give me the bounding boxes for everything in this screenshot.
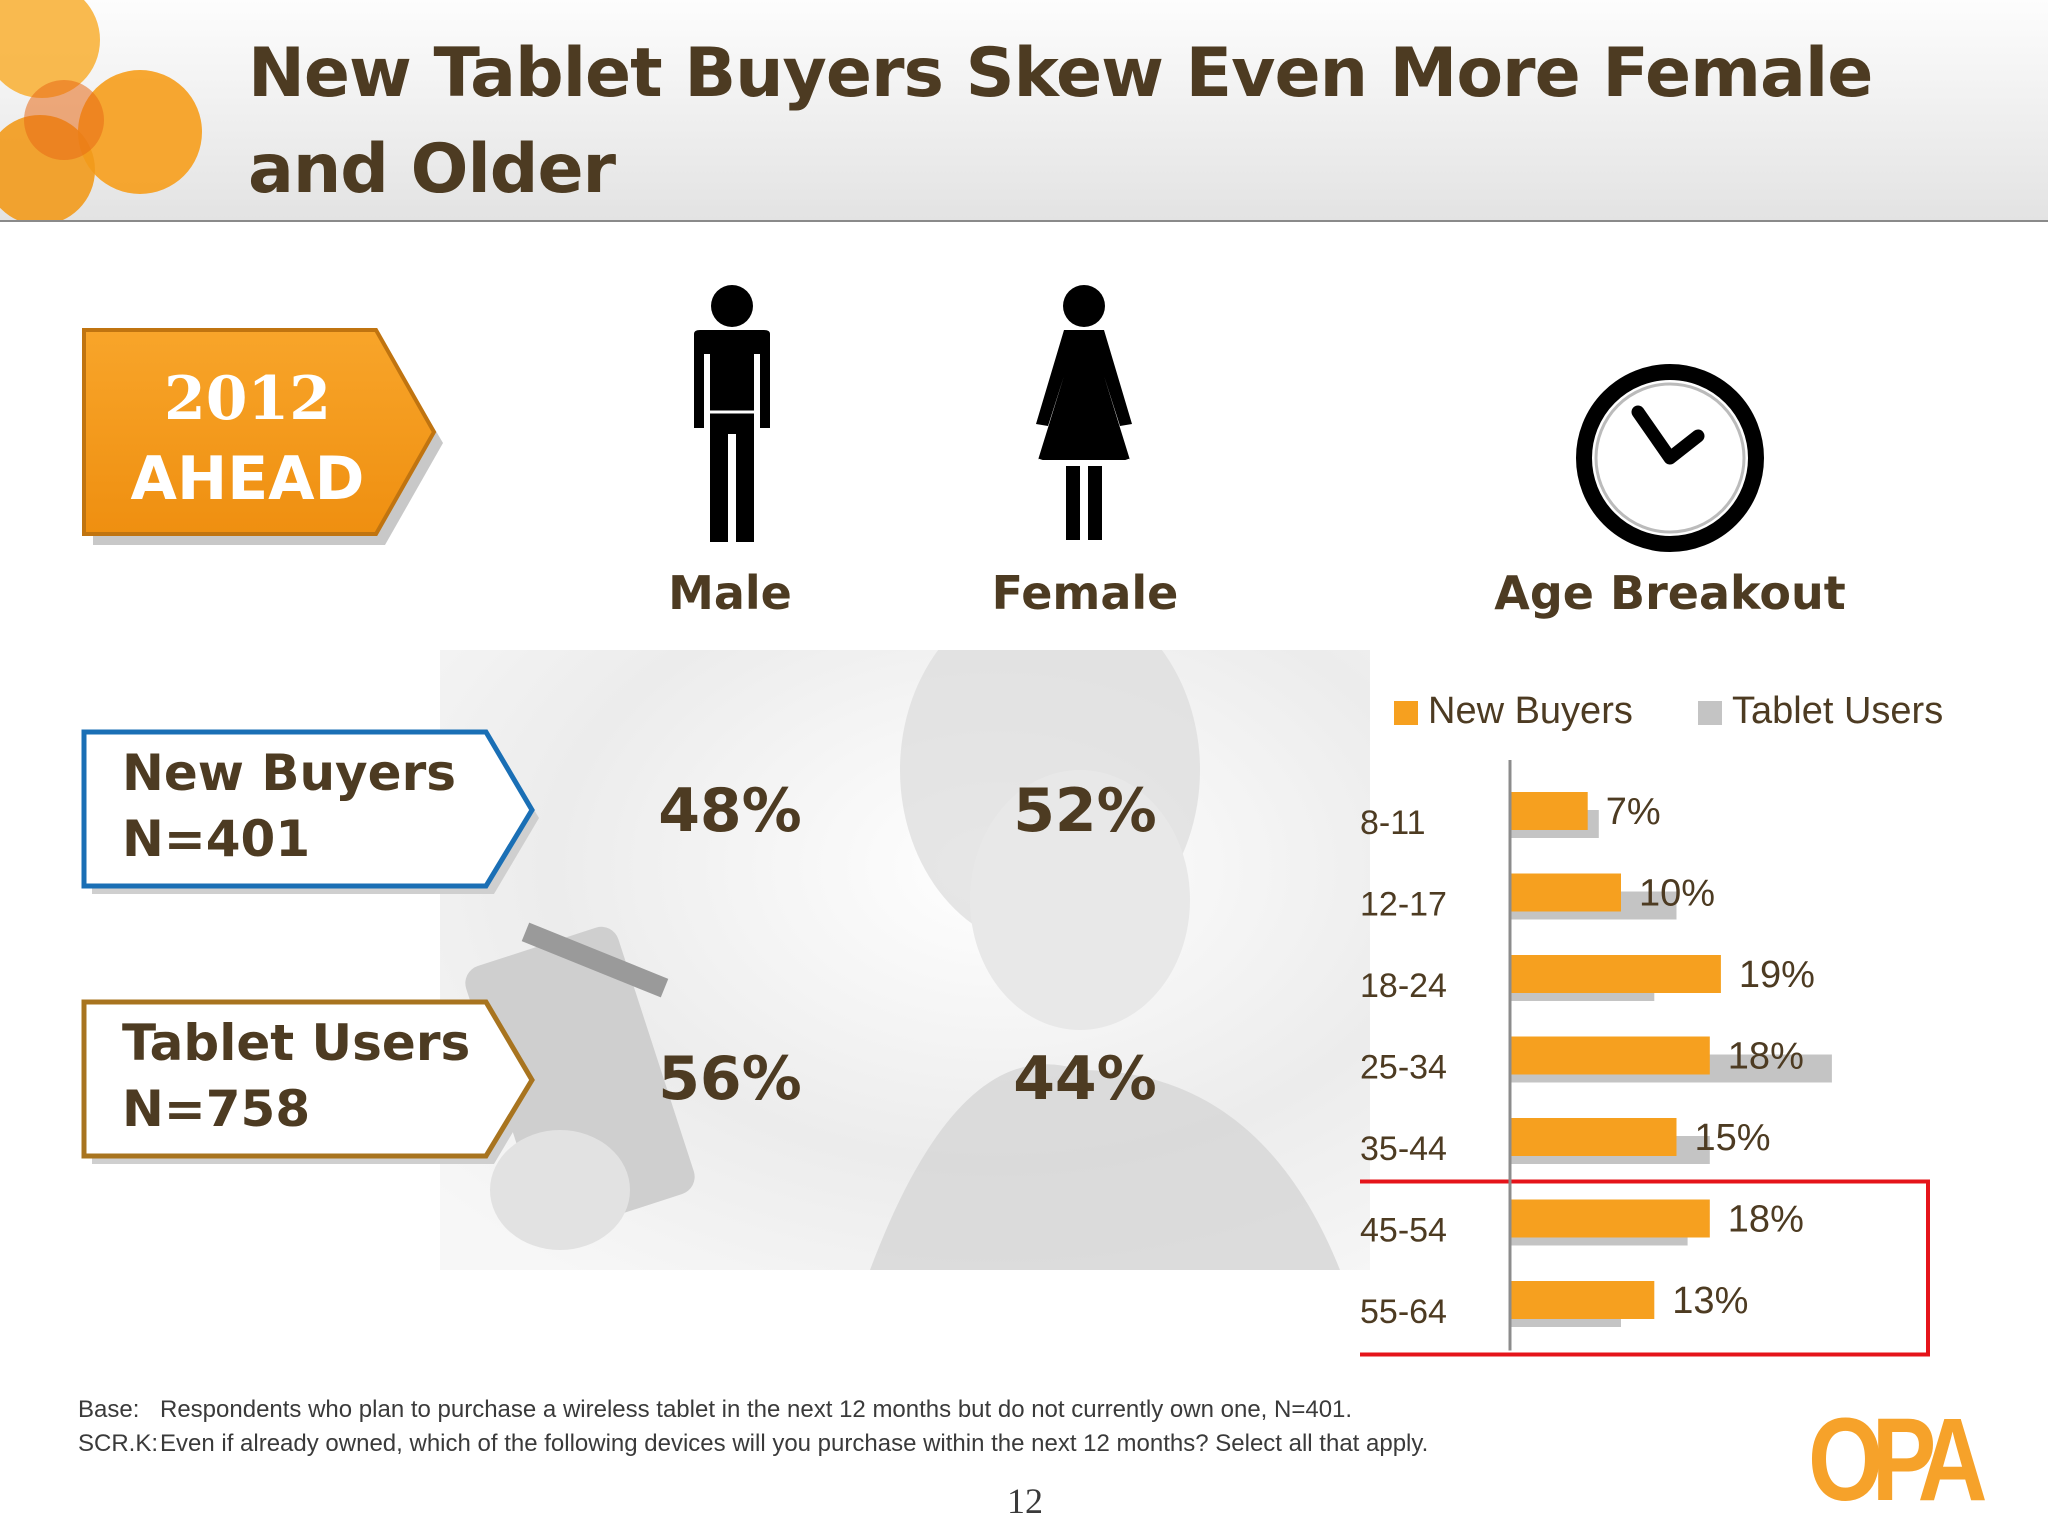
age-label-45-54: 45-54 [1360,1212,1447,1250]
age-label-55-64: 55-64 [1360,1293,1447,1331]
tablet-users-tag: Tablet Users N=758 [80,998,540,1170]
header-bar: New Tablet Buyers Skew Even More Female … [0,0,2048,222]
bar-new-buyers-55-64 [1510,1281,1655,1319]
new-buyers-tag: New Buyers N=401 [80,728,540,900]
value-label-new-buyers-18-24: 19% [1739,954,1815,996]
value-label-new-buyers-45-54: 18% [1728,1199,1804,1241]
new-buyers-name: New Buyers [122,744,456,802]
age-label-8-11: 8-11 [1360,804,1426,842]
footnote-base-key: Base: [78,1396,140,1423]
highlight-box [1360,1179,1930,1357]
age-label-18-24: 18-24 [1360,967,1447,1005]
legend-new-buyers-label: New Buyers [1428,690,1633,732]
bar-new-buyers-35-44 [1510,1118,1677,1156]
footnote-question-key: SCR.K: [78,1430,159,1457]
bar-new-buyers-8-11 [1510,792,1588,830]
footnote-question: SCR.K:Even if already owned, which of th… [78,1430,1428,1458]
opa-logo: OPA [1808,1394,1988,1526]
age-label-25-34: 25-34 [1360,1049,1447,1087]
tablet-users-name: Tablet Users [122,1014,471,1072]
legend-swatch-gray [1698,700,1722,725]
male-figure-icon [694,285,770,542]
page-number: 12 [1007,1481,1043,1521]
age-label-12-17: 12-17 [1360,886,1447,924]
value-label-new-buyers-35-44: 15% [1695,1117,1771,1159]
badge-label: AHEAD [130,444,365,514]
value-label-new-buyers-12-17: 10% [1639,873,1715,915]
footnote-base: Base: Respondents who plan to purchase a … [78,1396,1352,1424]
footnote-base-text: Respondents who plan to purchase a wirel… [160,1396,1353,1423]
legend-new-buyers: New Buyers [1394,690,1633,733]
tablet-users-female-pct: 44% [1013,1044,1157,1114]
female-figure-icon [1036,285,1132,540]
tablet-users-count: N=758 [122,1080,311,1138]
tablet-users-male-pct: 56% [658,1044,802,1114]
age-breakout-label: Age Breakout [1494,566,1846,620]
bar-new-buyers-25-34 [1510,1036,1710,1075]
woman-with-tablet-photo [440,650,1370,1270]
clock-icon [1576,364,1764,552]
legend-tablet-users-label: Tablet Users [1732,690,1944,732]
value-label-new-buyers-55-64: 13% [1672,1280,1748,1322]
legend-tablet-users: Tablet Users [1698,690,1943,733]
male-column-label: Male [668,566,792,620]
new-buyers-female-pct: 52% [1013,776,1157,846]
new-buyers-male-pct: 48% [658,776,802,846]
bar-new-buyers-18-24 [1510,955,1721,993]
footnote-question-text: Even if already owned, which of the foll… [160,1430,1429,1457]
age-label-35-44: 35-44 [1360,1130,1447,1168]
value-label-new-buyers-8-11: 7% [1606,791,1661,833]
new-buyers-count: N=401 [122,810,311,868]
badge-year: 2012 [164,364,331,434]
bar-new-buyers-45-54 [1510,1199,1710,1238]
age-breakout-chart: 8-11 7% 12-17 10% 18-24 19% 25-34 18% 35-44 15% 45… [1360,760,1930,1357]
legend-swatch-orange [1394,700,1418,725]
badge-2012-ahead: 2012 AHEAD [80,326,450,556]
female-column-label: Female [991,566,1179,620]
value-label-new-buyers-25-34: 18% [1728,1036,1804,1078]
bar-new-buyers-12-17 [1510,873,1621,912]
decorative-circles-icon [0,0,202,220]
page-title: New Tablet Buyers Skew Even More Female … [248,34,1873,209]
